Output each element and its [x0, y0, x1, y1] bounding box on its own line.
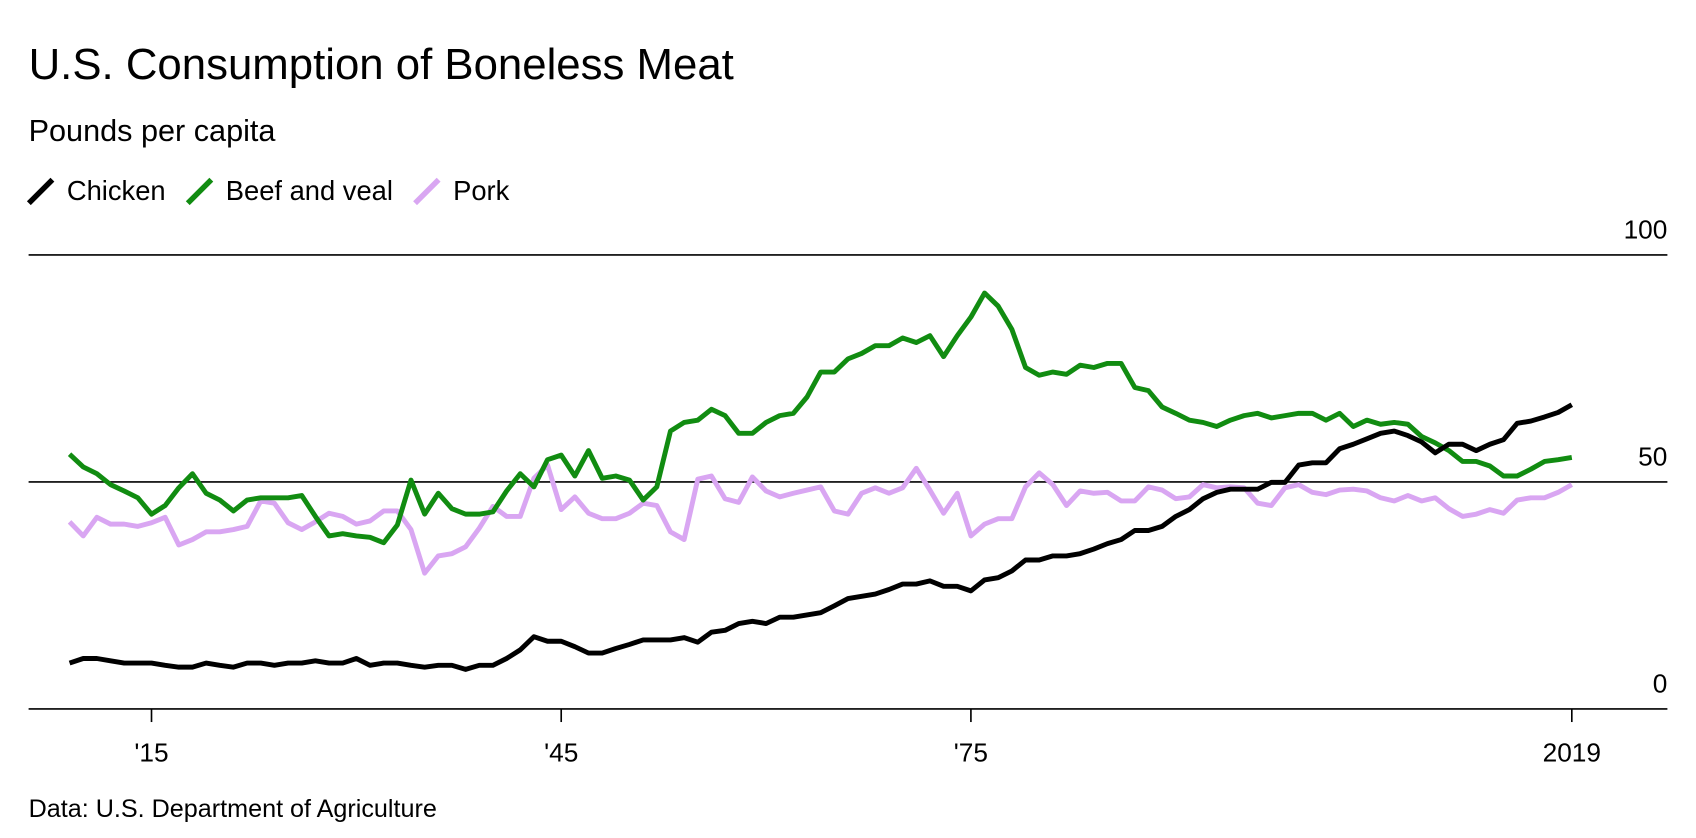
legend-label: Pork: [453, 175, 510, 206]
y-tick-label: 50: [1638, 441, 1667, 471]
x-tick-label: '75: [954, 737, 988, 767]
legend-label: Beef and veal: [226, 175, 393, 206]
legend-swatch: [413, 177, 441, 206]
legend-swatch: [26, 177, 55, 206]
series-line: [67, 290, 1573, 546]
x-tick-label: '15: [134, 737, 168, 767]
legend-label: Chicken: [67, 175, 166, 206]
source: Data: U.S. Department of Agriculture: [29, 795, 437, 823]
series-line: [68, 402, 1574, 672]
y-tick-label: 0: [1653, 668, 1668, 698]
x-tick-label: 2019: [1543, 737, 1601, 767]
legend-swatch: [185, 177, 214, 206]
chart-title: U.S. Consumption of Boneless Meat: [29, 40, 734, 89]
y-tick-label: 100: [1624, 214, 1668, 244]
chart-subtitle: Pounds per capita: [29, 114, 277, 148]
x-tick-label: '45: [544, 737, 578, 767]
